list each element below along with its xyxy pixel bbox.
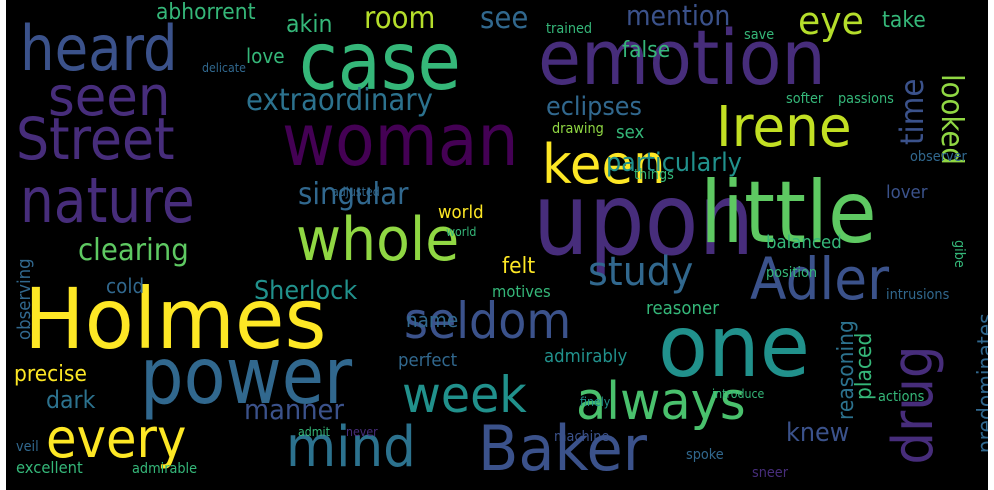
word-always: always bbox=[576, 372, 746, 432]
word-cold: cold bbox=[106, 274, 145, 298]
word-power: power bbox=[140, 332, 353, 422]
word-whole: whole bbox=[296, 205, 460, 275]
word-sherlock: Sherlock bbox=[254, 276, 358, 306]
word-name: name bbox=[406, 308, 459, 332]
word-street: Street bbox=[16, 105, 175, 173]
word-save: save bbox=[744, 27, 775, 43]
word-study: study bbox=[588, 249, 694, 295]
word-baker: Baker bbox=[478, 412, 647, 485]
word-placed: placed bbox=[852, 332, 877, 400]
word-sex: sex bbox=[616, 122, 645, 143]
word-trained: trained bbox=[546, 21, 593, 37]
word-irene: Irene bbox=[716, 95, 852, 160]
word-drawing: drawing bbox=[552, 121, 604, 137]
word-introduce: introduce bbox=[712, 387, 765, 401]
word-predominates: predominates bbox=[974, 313, 988, 454]
word-intrusions: intrusions bbox=[886, 287, 950, 303]
word-knew: knew bbox=[786, 418, 850, 448]
word-holmes: Holmes bbox=[24, 270, 327, 368]
word-gibe: gibe bbox=[951, 240, 967, 268]
word-one: one bbox=[658, 297, 811, 397]
word-balanced: balanced bbox=[766, 232, 842, 253]
word-felt: felt bbox=[502, 254, 536, 279]
word-emotion: emotion bbox=[538, 13, 826, 102]
word-admit: admit bbox=[298, 425, 330, 439]
word-room: room bbox=[364, 1, 436, 36]
word-week: week bbox=[402, 366, 527, 424]
word-woman: woman bbox=[282, 98, 519, 182]
word-precise: precise bbox=[14, 362, 87, 387]
word-mind: mind bbox=[286, 415, 416, 480]
word-clearing: clearing bbox=[78, 233, 189, 268]
word-time: time bbox=[893, 78, 931, 145]
word-nature: nature bbox=[20, 164, 195, 237]
word-love: love bbox=[246, 44, 285, 68]
word-adjusted: adjusted bbox=[332, 185, 380, 199]
word-position: position bbox=[766, 265, 818, 281]
word-dark: dark bbox=[46, 386, 96, 414]
word-never: never bbox=[346, 425, 378, 439]
word-perfect: perfect bbox=[398, 350, 458, 371]
word-false: false bbox=[622, 38, 671, 63]
word-world-small: world bbox=[446, 225, 477, 239]
word-finely: finely bbox=[580, 395, 611, 409]
word-admirably: admirably bbox=[544, 346, 628, 367]
word-world: world bbox=[438, 202, 484, 223]
word-observing: observing bbox=[14, 258, 35, 340]
word-singular: singular bbox=[298, 177, 409, 212]
word-softer: softer bbox=[786, 91, 824, 107]
word-spoke: spoke bbox=[686, 447, 724, 463]
word-excellent: excellent bbox=[16, 458, 83, 477]
word-particularly: particularly bbox=[606, 148, 742, 178]
word-little: little bbox=[700, 163, 877, 263]
word-seen: seen bbox=[48, 65, 171, 128]
word-reasoner: reasoner bbox=[646, 298, 720, 319]
word-abhorrent: abhorrent bbox=[156, 0, 256, 25]
word-take: take bbox=[882, 8, 926, 33]
word-observer: observer bbox=[910, 149, 967, 165]
word-things: things bbox=[634, 167, 674, 183]
word-eye: eye bbox=[798, 0, 864, 43]
word-seldom: seldom bbox=[404, 292, 572, 350]
word-see: see bbox=[480, 1, 529, 36]
word-machine: machine bbox=[554, 429, 610, 445]
word-heard: heard bbox=[20, 12, 178, 85]
word-every: every bbox=[46, 407, 187, 470]
word-keen: keen bbox=[542, 133, 666, 196]
word-motives: motives bbox=[492, 282, 551, 301]
word-mention: mention bbox=[626, 0, 731, 32]
word-cloud: Holmes emotion case woman upon little on… bbox=[6, 0, 988, 490]
word-actions: actions bbox=[878, 389, 925, 405]
word-delicate: delicate bbox=[202, 61, 246, 75]
word-veil: veil bbox=[16, 439, 39, 455]
word-upon: upon bbox=[533, 161, 755, 278]
word-akin: akin bbox=[286, 10, 333, 38]
word-manner: manner bbox=[244, 393, 344, 426]
word-extraordinary: extraordinary bbox=[246, 83, 433, 118]
word-passions: passions bbox=[838, 91, 894, 107]
word-lover: lover bbox=[886, 182, 928, 203]
word-admirable: admirable bbox=[132, 461, 198, 477]
word-adler: Adler bbox=[750, 245, 890, 313]
word-sneer: sneer bbox=[752, 465, 789, 481]
word-case: case bbox=[299, 15, 461, 108]
word-eclipses: eclipses bbox=[546, 92, 642, 122]
